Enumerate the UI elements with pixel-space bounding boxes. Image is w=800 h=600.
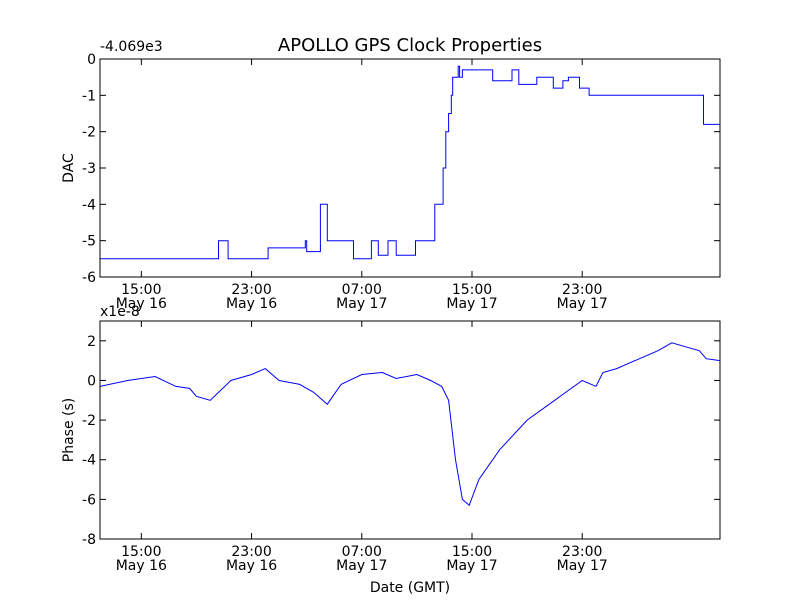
dac-ytick-label: -3 — [82, 161, 96, 177]
dac-xtick-date-label: May 17 — [557, 296, 608, 312]
phase-xtick-date-label: May 17 — [557, 558, 608, 574]
dac-series-line — [100, 65, 721, 260]
dac-xtick-time-label: 15:00 — [452, 282, 492, 298]
dac-offset-label: -4.069e3 — [100, 39, 163, 55]
dac-xtick-time-label: 23:00 — [231, 282, 271, 298]
phase-ytick-label: 0 — [87, 373, 96, 389]
phase-offset-label: x1e-8 — [100, 304, 140, 320]
phase-xtick-time-label: 15:00 — [121, 544, 161, 560]
dac-ytick-label: -1 — [82, 88, 96, 104]
phase-xtick-date-label: May 17 — [336, 558, 387, 574]
dac-xtick-date-label: May 16 — [226, 296, 277, 312]
phase-xtick-time-label: 23:00 — [562, 544, 602, 560]
phase-xtick-time-label: 23:00 — [231, 544, 271, 560]
dac-xtick-time-label: 15:00 — [121, 282, 161, 298]
phase-xtick-time-label: 07:00 — [342, 544, 382, 560]
dac-ytick-label: -4 — [82, 197, 96, 213]
phase-ytick-label: -8 — [82, 532, 96, 548]
dac-ytick-label: -6 — [82, 270, 96, 286]
dac-ytick-label: 0 — [87, 52, 96, 68]
dac-xtick-date-label: May 17 — [336, 296, 387, 312]
dac-ytick-label: -5 — [82, 234, 96, 250]
dac-xtick-date-label: May 16 — [116, 296, 167, 312]
phase-xtick-time-label: 15:00 — [452, 544, 492, 560]
phase-ytick-label: -6 — [82, 492, 96, 508]
phase-ytick-label: 2 — [87, 334, 96, 350]
phase-axes-frame — [99, 320, 721, 540]
phase-y-axis-label: Phase (s) — [61, 398, 77, 462]
dac-ytick-label: -2 — [82, 125, 96, 141]
phase-ytick-label: -2 — [82, 413, 96, 429]
phase-xtick-date-label: May 16 — [226, 558, 277, 574]
chart-title: APOLLO GPS Clock Properties — [278, 35, 542, 56]
phase-ytick-label: -4 — [82, 453, 96, 469]
phase-xtick-date-label: May 17 — [446, 558, 497, 574]
dac-axes-frame — [99, 58, 721, 278]
phase-series-line — [99, 342, 721, 507]
phase-subplot: x1e-8 Phase (s) Date (GMT) 2 0 -2 -4 -6 -8 15:… — [61, 304, 721, 596]
phase-xtick-date-label: May 16 — [116, 558, 167, 574]
dac-y-axis-label: DAC — [61, 153, 77, 183]
dac-xtick-time-label: 23:00 — [562, 282, 602, 298]
dac-xtick-date-label: May 17 — [446, 296, 497, 312]
x-axis-label: Date (GMT) — [370, 580, 450, 596]
dac-xtick-time-label: 07:00 — [342, 282, 382, 298]
